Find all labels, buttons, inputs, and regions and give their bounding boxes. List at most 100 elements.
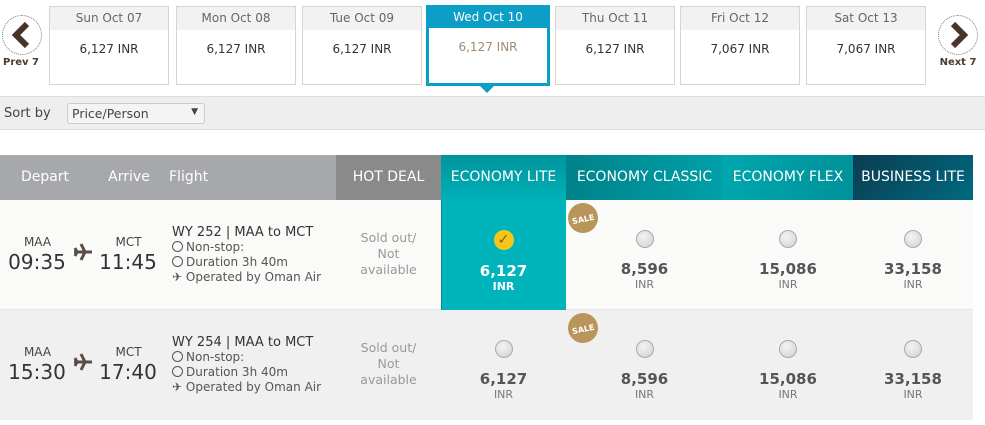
fare-currency: INR	[778, 388, 798, 401]
fare-price: 8,596	[620, 260, 669, 278]
chevron-right-icon	[950, 22, 969, 48]
fare-price: 8,596	[620, 370, 669, 388]
fare-price: 33,158	[884, 370, 942, 388]
flight-number[interactable]: WY 254 | MAA to MCT	[172, 335, 314, 350]
sort-bar: Sort by Price/Person ▼	[0, 96, 985, 130]
date-label: Wed Oct 10	[429, 8, 547, 28]
header-business-lite: BUSINESS LITE	[853, 155, 973, 200]
hot-deal-status: Sold out/ Not available	[360, 340, 417, 387]
date-price: 6,127 INR	[332, 42, 392, 56]
header-flight-info: Flight Info	[169, 169, 209, 230]
fare-price: 6,127	[479, 370, 528, 388]
sort-select[interactable]: Price/Person ▼	[67, 103, 205, 124]
header-depart: Depart	[20, 169, 70, 185]
next-7-label[interactable]: Next 7	[939, 57, 977, 68]
clock-icon	[172, 256, 183, 267]
date-option[interactable]: Sun Oct 07 6,127 INR	[49, 6, 169, 85]
date-option[interactable]: Tue Oct 09 6,127 INR	[302, 6, 422, 85]
flight-number[interactable]: WY 252 | MAA to MCT	[172, 225, 314, 240]
date-label: Fri Oct 12	[681, 7, 799, 30]
header-economy-classic: ECONOMY CLASSIC	[566, 155, 723, 200]
fare-currency: INR	[778, 278, 798, 291]
hot-deal-status: Sold out/ Not available	[360, 230, 417, 277]
dropdown-arrow-icon: ▼	[191, 107, 198, 117]
date-option[interactable]: Fri Oct 12 7,067 INR	[680, 6, 800, 85]
date-label: Sat Oct 13	[807, 7, 925, 30]
fare-option[interactable]: 6,127 INR	[441, 340, 566, 401]
fare-radio[interactable]	[779, 230, 797, 248]
date-price: 6,127 INR	[458, 40, 518, 54]
arrival-time: 11:45	[99, 250, 157, 274]
date-option[interactable]: Wed Oct 10 6,127 INR	[426, 5, 550, 86]
fare-currency: INR	[634, 388, 655, 401]
fare-radio[interactable]	[904, 230, 922, 248]
sort-value: Price/Person	[72, 106, 149, 121]
fare-option[interactable]: 15,086 INR	[723, 340, 853, 401]
date-label: Thu Oct 11	[556, 7, 674, 30]
date-price: 6,127 INR	[585, 42, 645, 56]
fare-radio[interactable]	[904, 340, 922, 358]
fare-currency: INR	[903, 388, 923, 401]
chevron-left-icon	[11, 22, 30, 48]
check-icon: ✓	[493, 230, 514, 250]
header-economy-lite: ECONOMY LITE	[441, 155, 566, 200]
selected-fare-cell	[441, 200, 566, 310]
fare-radio[interactable]	[635, 340, 654, 358]
fare-price: 33,158	[884, 260, 942, 278]
fare-option[interactable]: 8,596 INR	[566, 230, 723, 291]
operator: Operated by Oman Air	[185, 380, 322, 394]
fare-option[interactable]: 8,596 INR	[566, 340, 723, 401]
stops: Non-stop:	[186, 240, 245, 254]
date-price: 7,067 INR	[710, 42, 770, 56]
stops-icon	[172, 241, 183, 252]
next-7-button[interactable]	[938, 15, 978, 55]
selected-day-pointer	[479, 85, 495, 93]
fare-radio[interactable]	[494, 340, 513, 358]
duration: Duration 3h 40m	[186, 365, 288, 379]
fare-currency: INR	[492, 280, 515, 293]
plane-icon	[73, 243, 92, 261]
fare-price: 6,127	[479, 262, 528, 280]
header-arrive: Arrive	[108, 169, 150, 185]
plane-icon: ✈	[172, 380, 186, 394]
fare-option[interactable]: ✓ 6,127 INR	[441, 230, 566, 293]
prev-7-button[interactable]	[2, 15, 42, 55]
flight-row: MAA 15:30 MCT 17:40 WY 254 | MAA to MCT …	[0, 310, 973, 420]
fare-radio[interactable]	[635, 230, 654, 248]
fare-currency: INR	[493, 388, 514, 401]
destination-code: MCT	[115, 235, 142, 249]
date-option[interactable]: Thu Oct 11 6,127 INR	[555, 6, 675, 85]
date-label: Mon Oct 08	[177, 7, 295, 30]
date-price: 6,127 INR	[79, 42, 139, 56]
date-label: Sun Oct 07	[50, 7, 168, 30]
date-option[interactable]: Mon Oct 08 6,127 INR	[176, 6, 296, 85]
origin-code: MAA	[23, 235, 52, 249]
fare-option[interactable]: 33,158 INR	[853, 340, 973, 401]
destination-code: MCT	[115, 345, 142, 359]
arrival-time: 17:40	[99, 360, 157, 384]
origin-code: MAA	[23, 345, 52, 359]
header-hot-deal: HOT DEAL	[336, 155, 441, 200]
date-option[interactable]: Sat Oct 13 7,067 INR	[806, 6, 926, 85]
departure-time: 09:35	[8, 250, 66, 274]
fare-price: 15,086	[759, 370, 817, 388]
fare-price: 15,086	[759, 260, 817, 278]
departure-time: 15:30	[8, 360, 66, 384]
stops-icon	[172, 351, 183, 362]
sort-label: Sort by	[4, 106, 51, 121]
duration: Duration 3h 40m	[186, 255, 288, 269]
stops: Non-stop:	[186, 350, 245, 364]
fare-radio[interactable]	[779, 340, 797, 358]
prev-7-label[interactable]: Prev 7	[2, 57, 39, 68]
plane-icon	[73, 353, 92, 371]
date-price: 7,067 INR	[836, 42, 896, 56]
flight-row: MAA 09:35 MCT 11:45 WY 252 | MAA to MCT …	[0, 200, 973, 310]
fare-currency: INR	[634, 278, 655, 291]
fare-option[interactable]: 15,086 INR	[723, 230, 853, 291]
plane-icon: ✈	[172, 270, 186, 284]
operator: Operated by Oman Air	[185, 270, 322, 284]
header-economy-flex: ECONOMY FLEX	[723, 155, 853, 200]
date-price: 6,127 INR	[206, 42, 266, 56]
clock-icon	[172, 366, 183, 377]
fare-option[interactable]: 33,158 INR	[853, 230, 973, 291]
